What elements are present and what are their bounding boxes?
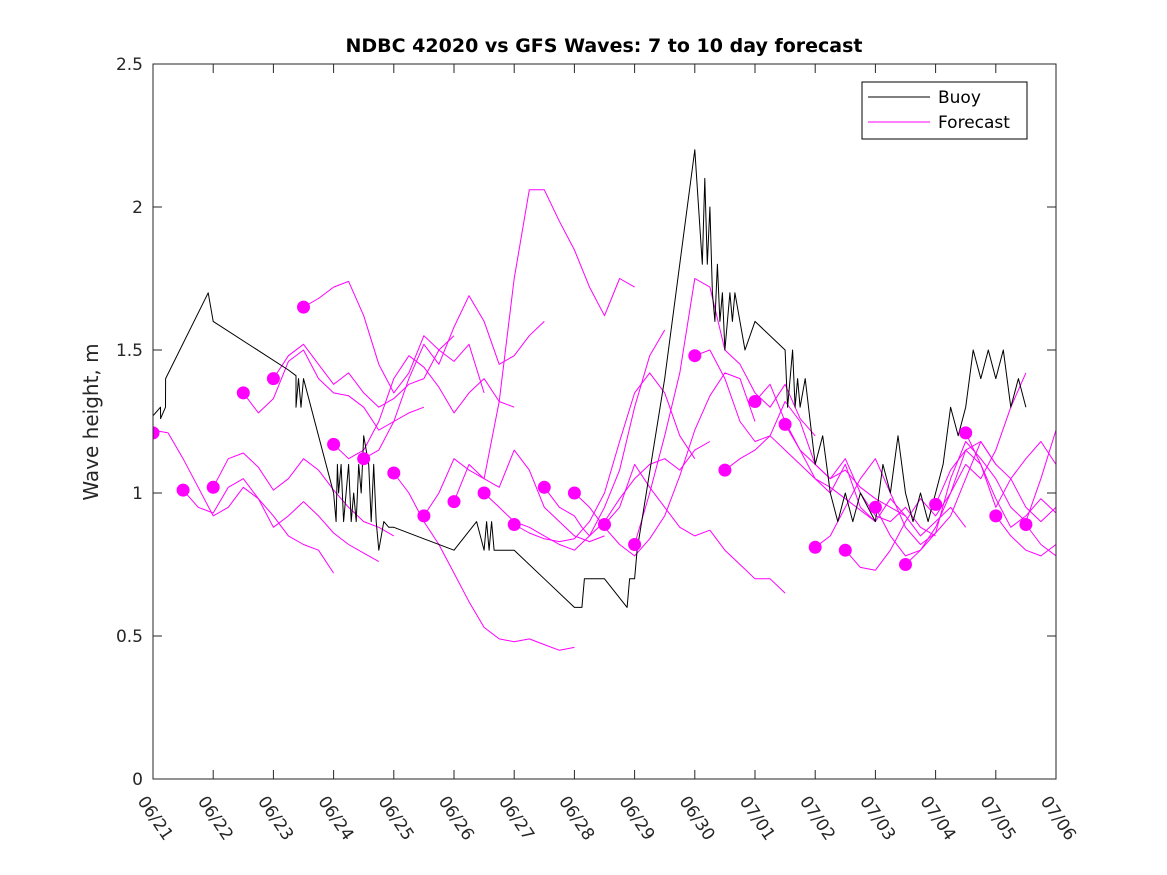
y-tick-label: 0: [132, 770, 143, 790]
legend-label-forecast: Forecast: [938, 113, 1010, 133]
forecast-line-28: [995, 515, 1056, 557]
forecast-line-2: [182, 478, 380, 563]
forecast-marker: [176, 483, 190, 497]
forecast-marker: [447, 495, 461, 509]
forecast-line-23: [844, 372, 1027, 571]
y-tick-label: 1: [132, 484, 143, 504]
forecast-line-1: [153, 429, 335, 574]
forecast-marker: [748, 395, 762, 408]
forecast-marker: [808, 540, 822, 554]
forecast-line-13: [513, 372, 696, 543]
plot-data-layer: [153, 149, 1056, 651]
forecast-line-18: [694, 349, 876, 522]
forecast-marker: [929, 497, 943, 511]
forecast-marker: [989, 509, 1003, 523]
forecast-line-27: [965, 432, 1056, 528]
legend: Buoy Forecast: [861, 81, 1028, 140]
forecast-marker: [959, 426, 973, 440]
forecast-line-10: [423, 449, 605, 543]
forecast-marker: [688, 349, 702, 363]
forecast-marker: [868, 500, 882, 514]
forecast-marker: [417, 509, 431, 523]
legend-box: [861, 81, 1028, 140]
forecast-marker: [598, 518, 611, 531]
forecast-marker: [236, 386, 250, 400]
forecast-marker: [838, 543, 852, 557]
axes-box: [152, 63, 1057, 780]
chart-title: NDBC 42020 vs GFS Waves: 7 to 10 day for…: [345, 35, 862, 57]
forecast-line-7: [333, 355, 515, 460]
legend-label-buoy: Buoy: [938, 88, 981, 108]
y-tick-label: 2: [132, 198, 143, 218]
forecast-line-6: [303, 280, 485, 394]
forecast-marker: [266, 372, 280, 386]
forecast-marker: [477, 486, 491, 500]
forecast-line-22: [814, 441, 997, 548]
forecast-marker: [507, 518, 521, 531]
y-axis-label: Wave height, m: [79, 343, 103, 500]
forecast-marker: [1019, 518, 1033, 531]
forecast-line-25: [905, 441, 1056, 565]
forecast-line-5: [272, 335, 455, 408]
forecast-line-14: [543, 441, 711, 537]
forecast-marker: [206, 480, 220, 494]
forecast-marker: [778, 417, 792, 431]
forecast-marker: [628, 538, 642, 551]
forecast-marker: [387, 466, 401, 480]
forecast-line-8: [363, 295, 545, 460]
y-tick-label: 1.5: [116, 341, 143, 361]
forecast-marker: [899, 558, 912, 571]
forecast-line-16: [604, 463, 786, 594]
forecast-marker: [357, 452, 371, 466]
y-tick-label: 0.5: [116, 627, 143, 647]
forecast-line-26: [935, 441, 1056, 508]
forecast-marker: [567, 486, 581, 500]
forecast-marker: [537, 480, 551, 494]
y-tick-label: 2.5: [116, 55, 143, 75]
forecast-marker: [327, 437, 341, 451]
forecast-line-29: [1025, 524, 1056, 557]
forecast-line-3: [212, 452, 395, 537]
forecast-line-11: [453, 189, 635, 502]
forecast-marker: [718, 463, 732, 477]
forecast-marker: [153, 426, 160, 440]
forecast-marker: [297, 300, 310, 314]
